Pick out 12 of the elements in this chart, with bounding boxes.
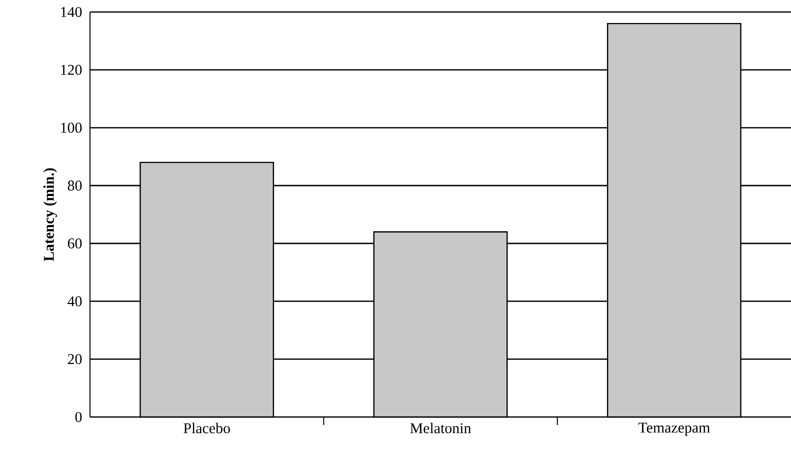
y-axis-title: Latency (min.) bbox=[43, 168, 57, 262]
y-tick-label: 120 bbox=[61, 64, 82, 75]
y-tick-label: 20 bbox=[68, 354, 82, 364]
y-tick-label: 100 bbox=[61, 122, 82, 133]
x-tick-label: Melatonin bbox=[410, 422, 472, 434]
y-tick-label: 0 bbox=[75, 412, 82, 422]
y-tick-label: 80 bbox=[68, 180, 82, 191]
x-tick-label: Temazepam bbox=[638, 422, 710, 436]
y-tick-label: 140 bbox=[61, 6, 82, 18]
y-tick-label: 60 bbox=[68, 238, 82, 248]
x-tick-label: Placebo bbox=[184, 422, 230, 434]
y-tick-label: 40 bbox=[68, 296, 82, 306]
